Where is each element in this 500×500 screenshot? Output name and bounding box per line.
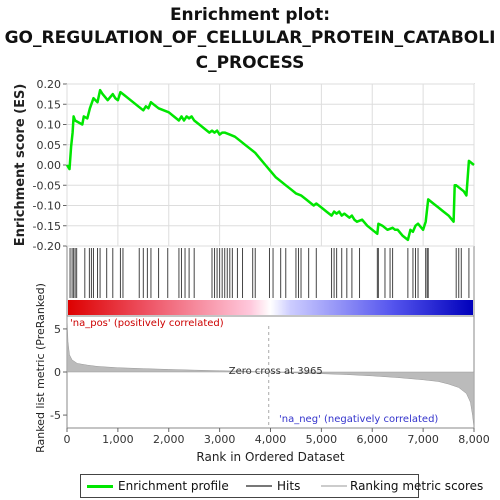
- rank-ytick-label: 0: [54, 366, 61, 379]
- title-line-1: Enrichment plot:: [169, 5, 331, 25]
- legend-enrichment-label: Enrichment profile: [118, 479, 229, 493]
- xtick-label: 8,000: [458, 433, 490, 446]
- xtick-label: 2,000: [153, 433, 185, 446]
- enrichment-plot: 0.20 0.15 0.10 0.05 0.00 -0.05 -0.10 -0.15 -0.20…: [13, 78, 490, 464]
- title-line-3: C_PROCESS: [195, 53, 305, 73]
- es-ytick-label: -0.10: [33, 200, 61, 213]
- es-ytick-label: 0.00: [37, 159, 62, 172]
- legend-hits-label: Hits: [277, 479, 301, 493]
- legend: Enrichment profile Hits Ranking metric s…: [80, 474, 483, 498]
- enrichment-profile-line: [65, 88, 475, 242]
- na-pos-label: 'na_pos' (positively correlated): [70, 318, 224, 329]
- rank-color-bar: [68, 300, 473, 315]
- xtick-label: 1,000: [102, 433, 134, 446]
- rank-ytick-label: 5: [54, 323, 61, 336]
- xtick-label: 4,000: [255, 433, 287, 446]
- rank-ytick-label: -5: [50, 409, 61, 422]
- es-ytick-label: -0.15: [33, 220, 61, 233]
- title-line-2: GO_REGULATION_OF_CELLULAR_PROTEIN_CATABO…: [4, 28, 496, 48]
- na-neg-label: 'na_neg' (negatively correlated): [279, 414, 438, 425]
- es-ytick-label: -0.20: [33, 240, 61, 253]
- legend-ranking-label: Ranking metric scores: [350, 479, 484, 493]
- legend-ranking-swatch: [321, 485, 347, 487]
- x-axis-label: Rank in Ordered Dataset: [196, 450, 344, 464]
- xtick-label: 5,000: [306, 433, 338, 446]
- zero-cross-label: Zero cross at 3965: [229, 366, 323, 377]
- rank-axis-label: Ranked list metric (PreRanked): [34, 283, 47, 453]
- xtick-label: 3,000: [204, 433, 236, 446]
- legend-enrichment-swatch: [87, 485, 113, 488]
- ranking-metric-area: [66, 315, 475, 429]
- xtick-label: 7,000: [407, 433, 439, 446]
- es-axis-label: Enrichment score (ES): [13, 84, 28, 247]
- es-ytick-label: 0.15: [37, 98, 62, 111]
- es-ytick-label: 0.10: [37, 119, 62, 132]
- legend-hits-swatch: [246, 485, 272, 487]
- es-ytick-label: 0.05: [37, 139, 62, 152]
- xtick-label: 6,000: [357, 433, 389, 446]
- es-ytick-label: -0.05: [33, 179, 61, 192]
- xtick-label: 0: [64, 433, 71, 446]
- es-ytick-label: 0.20: [37, 78, 62, 91]
